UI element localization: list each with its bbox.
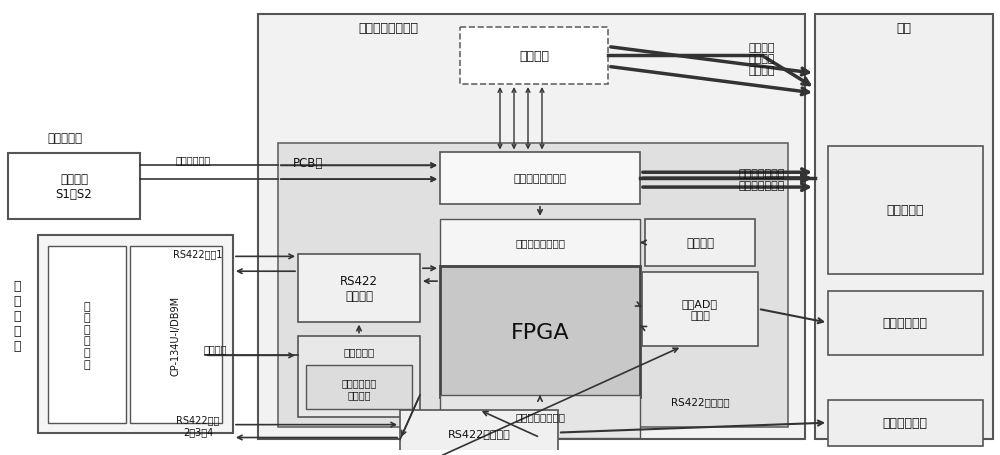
Bar [828, 400, 983, 446]
Bar [258, 15, 805, 440]
Text: 电平隔离转换电路: 电平隔离转换电路 [515, 411, 565, 421]
Text: 弹上: 弹上 [896, 22, 912, 35]
Text: 弹上配电器: 弹上配电器 [886, 204, 924, 217]
Text: 信号调理控制机箱: 信号调理控制机箱 [358, 22, 418, 35]
Bar [440, 153, 640, 204]
Text: 地面供电
电池激活
点火输出: 地面供电 电池激活 点火输出 [749, 43, 775, 76]
Text: 总供电电路: 总供电电路 [343, 347, 375, 357]
Bar [298, 255, 420, 322]
Text: 电平隔离转换电路: 电平隔离转换电路 [515, 238, 565, 248]
Bar [130, 247, 222, 423]
Text: 2、3、4: 2、3、4 [183, 427, 213, 437]
Text: 弹上电池组合: 弹上电池组合 [883, 317, 928, 329]
Bar [645, 219, 755, 267]
Bar [8, 154, 140, 219]
Text: PCB板: PCB板 [293, 157, 323, 169]
Text: 电平转换电路
滤波电路: 电平转换电路 滤波电路 [341, 377, 377, 399]
Bar [306, 365, 412, 409]
Text: 地面控制盒: 地面控制盒 [48, 132, 82, 145]
Bar [400, 410, 558, 455]
Bar [298, 336, 420, 417]
Text: 硬件开关控制: 硬件开关控制 [175, 155, 211, 165]
Bar [48, 247, 126, 423]
Bar [278, 143, 788, 427]
Bar [440, 395, 640, 438]
Text: 主
控
计
算
机: 主 控 计 算 机 [13, 280, 21, 353]
Text: CP-134U-I/DB9M: CP-134U-I/DB9M [171, 295, 181, 375]
Text: 弹上电气设备: 弹上电气设备 [883, 416, 928, 429]
Bar [642, 273, 758, 347]
Bar [828, 291, 983, 355]
Text: RS422中继电路: RS422中继电路 [448, 428, 510, 438]
Text: FPGA: FPGA [511, 322, 569, 342]
Bar [460, 28, 608, 85]
Bar [828, 146, 983, 274]
Text: 转电、断电、开
启泄压阀门输出: 转电、断电、开 启泄压阀门输出 [739, 169, 785, 191]
Bar [440, 267, 640, 397]
Bar [815, 15, 993, 440]
Text: 电压AD采
集电路: 电压AD采 集电路 [682, 298, 718, 320]
Text: 电源组合: 电源组合 [519, 50, 549, 63]
Text: 上电时序控制电路: 上电时序控制电路 [514, 174, 566, 184]
Text: 人
机
交
互
界
面: 人 机 交 互 界 面 [84, 301, 90, 369]
Bar [440, 219, 640, 267]
Text: RS422接口: RS422接口 [176, 414, 220, 424]
Text: 复位电路: 复位电路 [686, 237, 714, 249]
Text: 一次电源: 一次电源 [203, 344, 227, 354]
Text: RS422
隔离转换: RS422 隔离转换 [340, 274, 378, 303]
Text: 硬件开关
S1、S2: 硬件开关 S1、S2 [56, 173, 92, 201]
Text: RS422通信接口: RS422通信接口 [671, 396, 729, 406]
Text: RS422接口1: RS422接口1 [173, 249, 223, 259]
Bar [38, 235, 233, 433]
